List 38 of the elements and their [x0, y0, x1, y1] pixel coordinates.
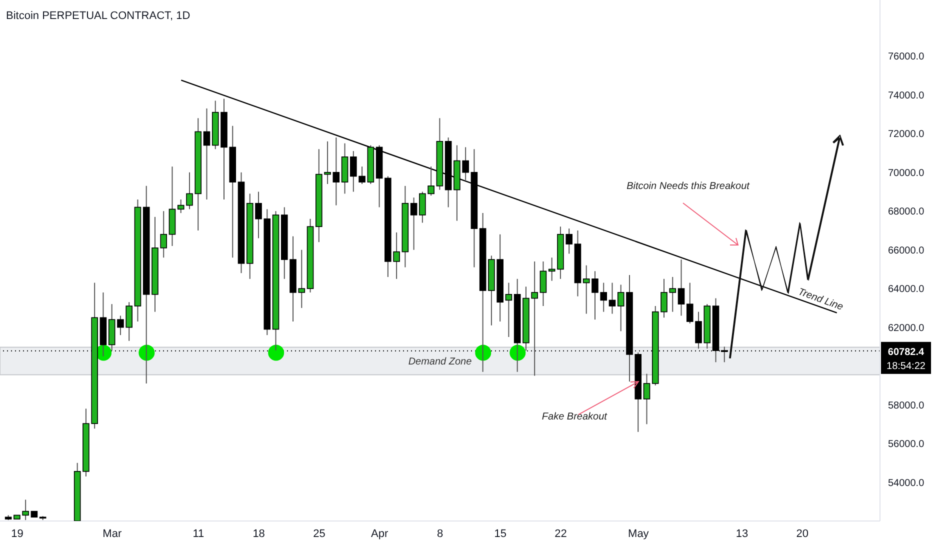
candlestick: [608, 282, 616, 314]
y-tick-label: 64000.0: [888, 284, 925, 296]
x-tick-label: 20: [796, 528, 808, 540]
band-label: Demand Zone: [408, 356, 472, 368]
y-tick-label: 62000.0: [888, 322, 925, 334]
x-tick-label: Mar: [102, 528, 122, 540]
candlestick: [548, 257, 556, 282]
y-tick-label: 74000.0: [888, 90, 925, 102]
y-tick-label: 76000.0: [888, 52, 925, 63]
text: 18:54:22: [886, 360, 926, 372]
candlestick: [540, 260, 547, 307]
y-tick-label: 72000.0: [888, 129, 925, 140]
text: Bitcoin PERPETUAL CONTRACT, 1D: [6, 10, 190, 22]
candlestick: [332, 137, 340, 206]
y-tick-label: 70000.0: [888, 168, 925, 179]
x-tick-label: Apr: [371, 528, 388, 540]
x-tick-label: 11: [192, 528, 204, 540]
x-tick-label: 18: [252, 528, 265, 540]
annotation: Trend Line: [796, 286, 845, 314]
candlestick: [203, 108, 210, 200]
x-tick-label: 25: [313, 528, 326, 540]
ref-line-label: 60782.4: [888, 346, 925, 358]
annotation: Fake Breakout: [542, 412, 608, 423]
y-tick-label: 54000.0: [888, 478, 925, 489]
y-tick-label: 58000.0: [888, 400, 925, 412]
x-tick-label: 19: [11, 528, 24, 540]
candlestick: [505, 282, 512, 338]
candlestick: [410, 197, 418, 250]
annotation: Bitcoin Needs this Breakout: [626, 181, 751, 192]
y-tick-label: 68000.0: [888, 206, 925, 218]
y-tick-label: 66000.0: [888, 245, 925, 256]
candlestick: [643, 373, 650, 425]
x-tick-label: 8: [436, 528, 444, 540]
x-tick-label: 22: [554, 528, 567, 540]
x-tick-label: 13: [736, 528, 748, 540]
x-tick-label: 15: [494, 528, 507, 540]
x-tick-label: May: [628, 528, 650, 540]
y-tick-label: 56000.0: [888, 439, 925, 450]
